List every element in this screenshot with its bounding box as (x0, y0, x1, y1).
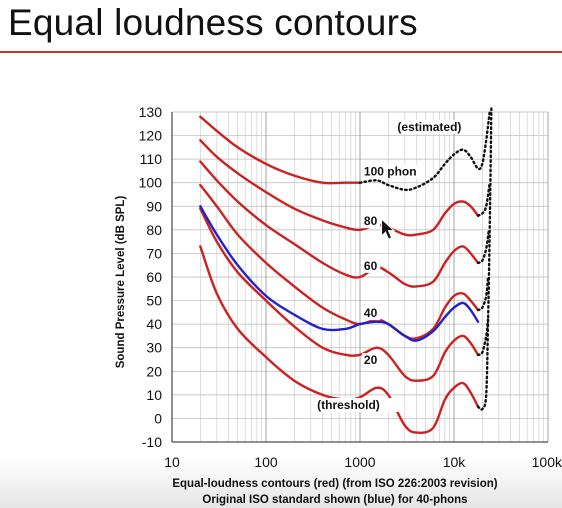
series-line-dotted-9 (476, 275, 490, 312)
annotation-background (361, 164, 424, 179)
series-line-red-0 (199, 245, 480, 435)
annotation-label: 80 (364, 214, 378, 228)
annotation-label: (estimated) (397, 120, 461, 134)
series-line-dotted-7 (476, 106, 493, 411)
series-line-blue-12 (199, 205, 480, 342)
x-tick-label: 10 (164, 454, 180, 470)
y-tick-label: 20 (146, 363, 162, 379)
annotation-label: 100 phon (364, 165, 417, 179)
series-line-dotted-8 (476, 318, 490, 356)
annotation-background (395, 119, 479, 134)
chart-caption-line-1: Equal-loudness contours (red) (from ISO … (172, 478, 498, 490)
series-line-dotted-6 (358, 110, 491, 192)
y-tick-label: 120 (139, 128, 163, 144)
annotation-background (361, 353, 381, 368)
y-tick-label: 90 (146, 198, 162, 214)
mouse-cursor-icon (381, 218, 396, 240)
annotation-background (361, 306, 381, 321)
series-line-red-5 (199, 115, 362, 185)
y-tick-label: 30 (146, 340, 162, 356)
y-tick-label: 0 (154, 410, 162, 426)
y-tick-label: 100 (139, 175, 163, 191)
y-tick-label: 60 (146, 269, 162, 285)
x-tick-label: 1000 (344, 454, 375, 470)
chart-caption-line-2: Original ISO standard shown (blue) for 4… (202, 494, 468, 506)
series-line-red-1 (199, 207, 480, 382)
y-tick-label: 110 (140, 151, 163, 167)
y-tick-label: 40 (146, 316, 162, 332)
x-tick-label: 100k (532, 454, 562, 470)
y-tick-label: -10 (142, 434, 162, 450)
series-line-red-2 (199, 183, 480, 340)
y-tick-label: 70 (146, 245, 162, 261)
annotation-background (361, 214, 381, 229)
y-tick-label: 80 (146, 222, 162, 238)
y-axis-title: Sound Pressure Level (dB SPL) (115, 196, 127, 369)
annotation-background (361, 258, 381, 273)
slide-title: Equal loudness contours (8, 2, 418, 43)
x-tick-label: 10k (443, 454, 467, 470)
y-tick-label: 50 (146, 293, 162, 309)
annotation-background (315, 398, 399, 412)
annotation-label: 40 (364, 306, 378, 320)
y-tick-label: 130 (139, 104, 163, 120)
series-line-red-3 (199, 160, 480, 288)
annotation-label: (threshold) (317, 398, 380, 412)
series-line-dotted-11 (476, 181, 491, 217)
x-tick-label: 100 (254, 454, 278, 470)
annotation-label: 60 (364, 259, 378, 273)
title-rule (0, 51, 562, 53)
series-line-dotted-10 (476, 228, 491, 265)
y-tick-label: 10 (146, 387, 162, 403)
annotation-label: 20 (364, 353, 378, 367)
